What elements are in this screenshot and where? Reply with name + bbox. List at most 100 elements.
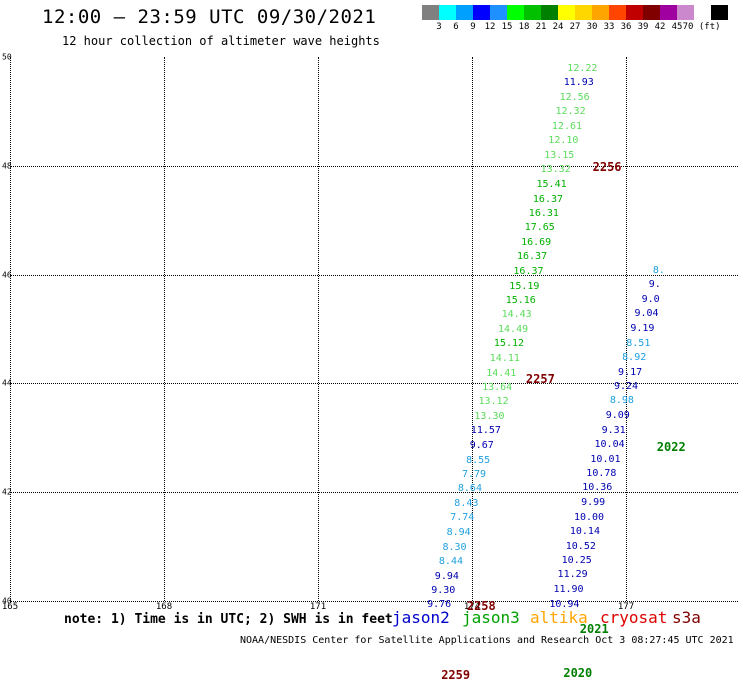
wave-height-observation: 15.41: [536, 178, 567, 190]
wave-height-observation: 8.44: [438, 555, 463, 567]
wave-height-observation: 9.76: [427, 599, 452, 611]
wave-height-observation: 9.24: [613, 381, 639, 393]
parallel-gridline: [10, 165, 738, 167]
pass-time-label: 2020: [563, 665, 593, 680]
wave-height-observation: 9.0: [641, 294, 660, 306]
color-swatch: [473, 5, 490, 20]
pass-time-label: 2256: [592, 159, 622, 174]
wave-height-observation: 16.31: [528, 207, 559, 219]
wave-height-observation: 13.12: [478, 396, 509, 408]
color-scale-label: 6: [453, 22, 459, 32]
wave-height-observation: 9.: [648, 279, 661, 291]
satellite-legend-cryosat: cryosat: [600, 608, 668, 627]
color-scale-label: 3: [436, 22, 442, 32]
color-scale-label: 18: [518, 22, 530, 32]
wave-height-observation: 13.15: [544, 150, 575, 161]
color-scale-label: 42: [654, 22, 666, 32]
map-plot-area: [10, 57, 738, 602]
latitude-label: 44: [2, 378, 12, 388]
wave-height-observation: 11.93: [563, 77, 594, 89]
pass-time-label: 2258: [466, 599, 496, 614]
wave-height-observation: 7.74: [450, 512, 475, 524]
wave-height-observation: 10.25: [561, 555, 592, 567]
pass-time-label: 2259: [441, 667, 471, 682]
parallel-gridline: [10, 601, 738, 602]
wave-height-observation: 8.: [652, 264, 665, 276]
wave-height-observation: 10.14: [569, 525, 600, 537]
color-swatch: [507, 5, 524, 20]
color-scale-label: 30: [586, 22, 598, 32]
wave-height-observation: 10.04: [594, 438, 625, 450]
footer-credit: NOAA/NESDIS Center for Satellite Applica…: [240, 635, 734, 646]
wave-height-observation: 8.94: [446, 527, 471, 538]
color-swatch: [541, 5, 558, 20]
pass-time-label: 2021: [579, 622, 609, 637]
longitude-label: 168: [155, 602, 173, 612]
map-left-border: [10, 57, 11, 601]
wave-height-observation: 14.11: [489, 352, 520, 364]
meridian-gridline: [318, 57, 319, 601]
satellite-legend-jason2: jason2: [392, 608, 450, 627]
color-scale-label: 15: [501, 22, 513, 32]
wave-height-observation: 9.99: [581, 497, 606, 509]
wave-height-observation: 15.19: [509, 280, 540, 292]
parallel-gridline: [10, 274, 738, 276]
meridian-gridline: [164, 57, 165, 601]
parallel-gridline: [10, 492, 738, 494]
color-swatch: [711, 5, 728, 20]
parallel-gridline: [10, 383, 738, 385]
color-scale-label: 27: [569, 22, 581, 32]
wave-height-observation: 14.41: [486, 367, 517, 379]
wave-height-observation: 10.52: [565, 540, 596, 552]
wave-height-observation: 8.51: [626, 337, 651, 349]
color-scale-label: 36: [620, 22, 632, 32]
wave-height-observation: 9.30: [431, 585, 456, 597]
wave-height-observation: 10.78: [586, 468, 617, 480]
wave-height-observation: 12.22: [567, 62, 598, 74]
latitude-label: 46: [2, 270, 12, 280]
wave-height-observation: 7.79: [462, 468, 487, 480]
color-scale-label: 24: [552, 22, 564, 32]
color-swatch: [558, 5, 575, 20]
color-swatch: [422, 5, 439, 20]
map-title: 12:00 – 23:59 UTC 09/30/2021: [42, 6, 377, 28]
wave-height-observation: 15.16: [505, 294, 536, 306]
wave-height-observation: 11.57: [470, 425, 501, 437]
latitude-label: 48: [2, 161, 12, 171]
color-scale-label: 9: [470, 22, 476, 32]
wave-height-observation: 14.49: [498, 324, 529, 336]
color-swatch: [575, 5, 592, 20]
wave-height-observation: 9.17: [618, 366, 643, 378]
color-scale-label: 12: [484, 22, 496, 32]
wave-height-observation: 15.12: [493, 338, 525, 350]
wave-height-observation: 9.19: [630, 323, 655, 334]
color-swatch: [643, 5, 660, 20]
wave-height-observation: 9.94: [434, 570, 459, 582]
wave-height-observation: 10.00: [573, 511, 605, 523]
wave-height-observation: 13.30: [474, 411, 505, 423]
longitude-label: 165: [1, 602, 19, 612]
pass-time-label: 2022: [656, 439, 686, 454]
color-swatch: [439, 5, 456, 20]
longitude-label: 177: [617, 602, 635, 612]
latitude-label: 42: [2, 487, 12, 497]
wave-height-observation: 11.29: [557, 569, 588, 581]
wave-height-observation: 12.61: [551, 120, 583, 132]
wave-height-observation: 16.37: [516, 251, 548, 263]
wave-height-observation: 8.98: [609, 395, 634, 407]
color-swatch: [609, 5, 626, 20]
wave-height-observation: 8.55: [466, 454, 491, 466]
color-swatch: [660, 5, 677, 20]
longitude-label: 171: [309, 602, 327, 612]
wave-height-observation: 17.65: [524, 222, 555, 234]
latitude-label: 40: [2, 596, 12, 606]
color-swatch: [694, 5, 711, 20]
color-swatch: [490, 5, 507, 20]
wave-height-observation: 11.90: [553, 584, 584, 596]
wave-height-observation: 8.43: [454, 498, 479, 510]
wave-height-observation: 9.31: [601, 424, 626, 436]
wave-height-observation: 14.43: [501, 309, 532, 321]
wave-height-observation: 10.01: [590, 453, 621, 465]
map-subtitle: 12 hour collection of altimeter wave hei…: [62, 34, 380, 48]
meridian-gridline: [626, 57, 627, 601]
